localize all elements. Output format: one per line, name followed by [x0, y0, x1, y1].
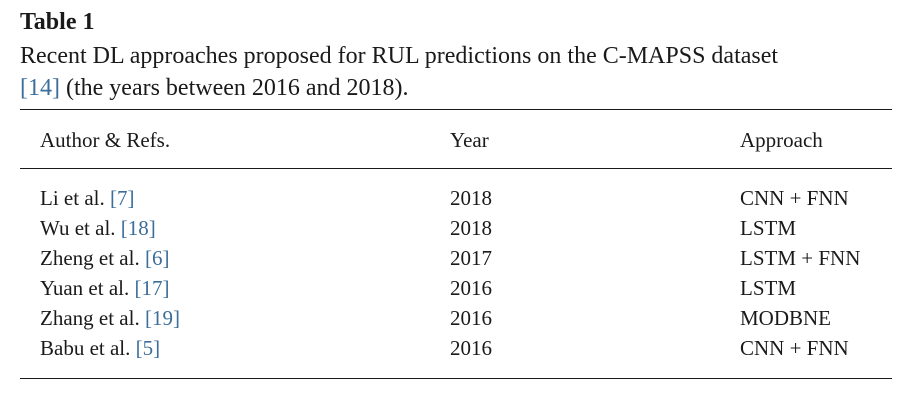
table-row-approach: MODBNE: [740, 306, 832, 330]
table-row-approach: CNN + FNN: [740, 336, 849, 360]
table-row-approach: LSTM + FNN: [740, 246, 861, 270]
table-header-rule: [20, 168, 892, 169]
author-name: Babu et al.: [40, 336, 131, 360]
author-name: Li et al.: [40, 186, 105, 210]
caption-line-1: Recent DL approaches proposed for RUL pr…: [20, 43, 779, 69]
table-row-year: 2016: [450, 276, 492, 300]
table-row-year: 2016: [450, 306, 492, 330]
table-row-author: Zheng et al. [6]: [40, 244, 169, 272]
header-approach: Approach: [740, 128, 823, 152]
table-label: Table 1: [20, 9, 95, 35]
table-row-author: Babu et al. [5]: [40, 334, 160, 362]
author-name: Zhang et al.: [40, 306, 140, 330]
table-row-author: Wu et al. [18]: [40, 214, 156, 242]
table-row-author: Li et al. [7]: [40, 184, 134, 212]
author-name: Wu et al.: [40, 216, 116, 240]
author-reference-link[interactable]: [5]: [135, 336, 161, 360]
caption-line-2-text: (the years between 2016 and 2018).: [59, 75, 409, 101]
author-reference-link[interactable]: [7]: [109, 186, 135, 210]
table-row-author: Yuan et al. [17]: [40, 274, 169, 302]
author-reference-link[interactable]: [18]: [120, 216, 156, 240]
table-row-year: 2016: [450, 336, 492, 360]
table-row-approach: LSTM: [740, 216, 797, 240]
author-reference-link[interactable]: [17]: [134, 276, 170, 300]
caption-reference-link[interactable]: [14]: [20, 75, 60, 101]
author-name: Yuan et al.: [40, 276, 130, 300]
table-row-approach: CNN + FNN: [740, 186, 849, 210]
table-caption: Recent DL approaches proposed for RUL pr…: [20, 40, 900, 104]
table-top-rule: [20, 109, 892, 110]
caption-line-2: [14] (the years between 2016 and 2018).: [20, 72, 900, 104]
table-row-year: 2017: [450, 246, 492, 270]
table-bottom-rule: [20, 378, 892, 379]
author-reference-link[interactable]: [6]: [144, 246, 170, 270]
author-reference-link[interactable]: [19]: [144, 306, 180, 330]
header-year: Year: [450, 128, 489, 152]
table-row-approach: LSTM: [740, 276, 797, 300]
header-author: Author & Refs.: [40, 128, 171, 152]
author-name: Zheng et al.: [40, 246, 140, 270]
table-row-author: Zhang et al. [19]: [40, 304, 180, 332]
table-row-year: 2018: [450, 186, 492, 210]
table-row-year: 2018: [450, 216, 492, 240]
